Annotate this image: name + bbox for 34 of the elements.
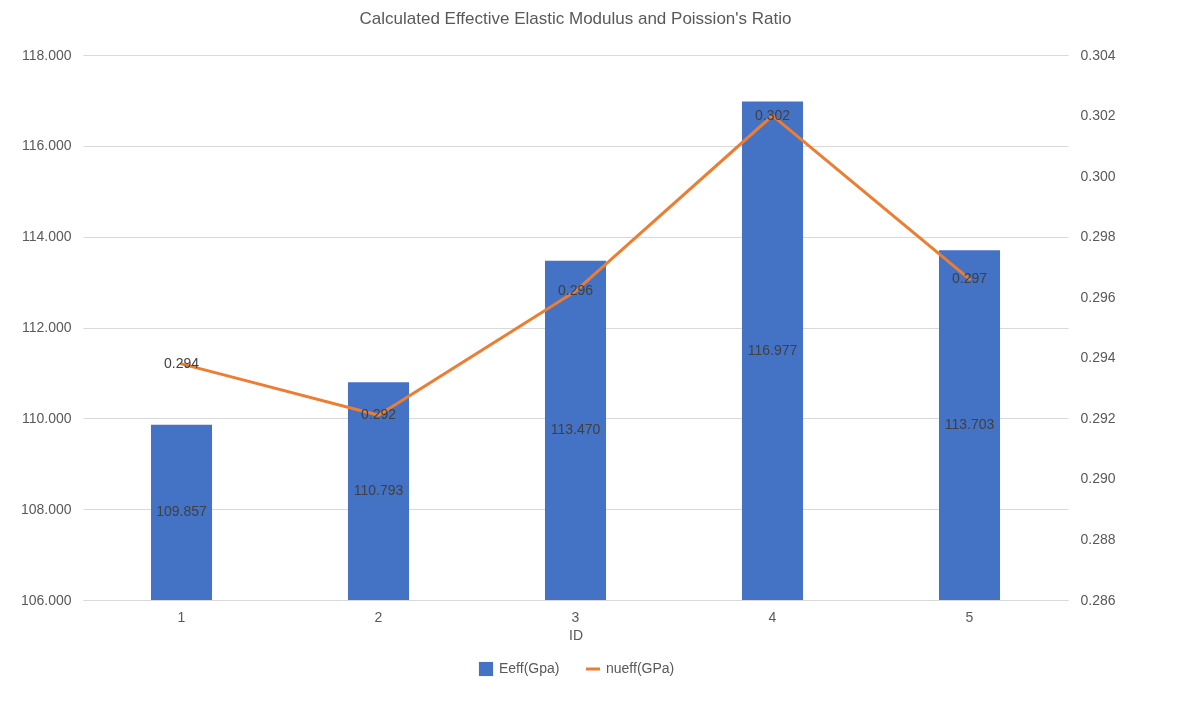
x-tick-label: 4 xyxy=(768,608,777,625)
y-tick-label: 118.000 xyxy=(21,46,72,63)
y2-tick-label: 0.286 xyxy=(1080,591,1116,608)
data-label: 0.294 xyxy=(163,354,200,371)
data-label: 0.302 xyxy=(754,106,791,123)
x-axis-title: ID xyxy=(569,626,583,643)
y-tick-label: 108.000 xyxy=(20,500,72,517)
y-tick-label: 114.000 xyxy=(21,228,72,245)
y2-tick-label: 0.290 xyxy=(1080,470,1116,487)
y2-tick-label: 0.298 xyxy=(1080,228,1116,245)
chart-title: Calculated Effective Elastic Modulus and Poission's Ratio xyxy=(359,9,792,28)
y-tick-label: 110.000 xyxy=(21,409,72,426)
y2-tick-label: 0.296 xyxy=(1080,288,1116,305)
data-label: 0.297 xyxy=(951,270,988,287)
y2-tick-label: 0.292 xyxy=(1080,409,1116,426)
y-tick-label: 106.000 xyxy=(20,591,72,608)
y-tick-label: 112.000 xyxy=(21,319,72,335)
data-label: 109.857 xyxy=(156,503,208,520)
x-tick-label: 2 xyxy=(374,608,383,625)
data-label: 116.977 xyxy=(747,341,798,358)
legend-label: nueff(GPa) xyxy=(606,660,675,676)
legend-label: Eeff(Gpa) xyxy=(499,660,560,676)
data-label: 113.703 xyxy=(944,416,995,433)
data-label: 113.470 xyxy=(550,421,601,438)
x-tick-label: 1 xyxy=(177,608,186,625)
x-tick-label: 5 xyxy=(965,608,974,625)
y2-tick-label: 0.302 xyxy=(1080,107,1116,124)
y2-tick-label: 0.304 xyxy=(1080,46,1116,63)
y2-tick-label: 0.288 xyxy=(1080,530,1116,547)
x-tick-label: 3 xyxy=(571,608,580,625)
y2-tick-label: 0.294 xyxy=(1080,349,1116,366)
y-tick-label: 116.000 xyxy=(21,137,72,154)
y2-tick-label: 0.300 xyxy=(1080,167,1116,184)
data-label: 110.793 xyxy=(353,482,404,499)
